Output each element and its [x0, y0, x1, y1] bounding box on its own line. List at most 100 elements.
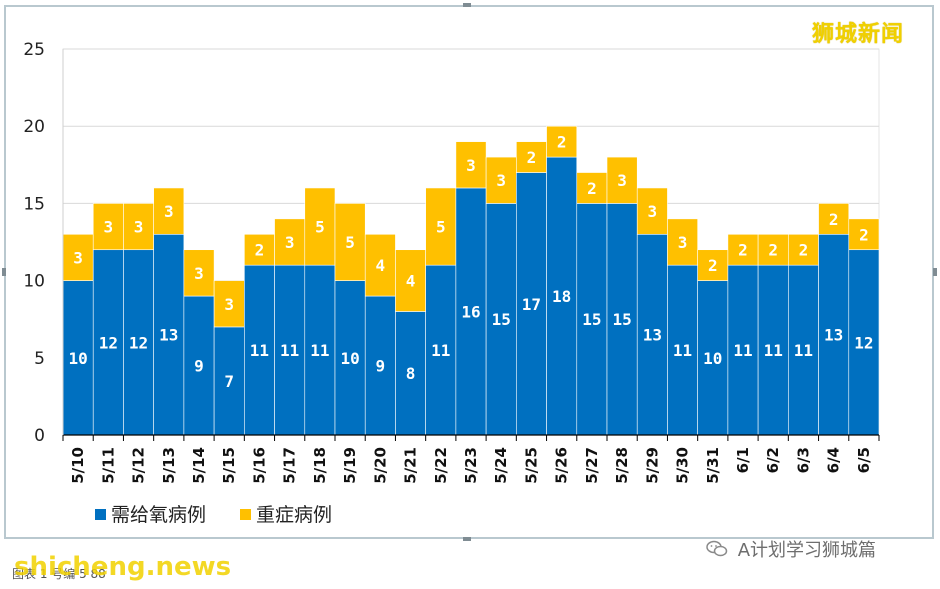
data-label-oxygen: 11 — [310, 341, 329, 360]
data-label-oxygen: 11 — [733, 341, 752, 360]
data-label-severe: 3 — [104, 218, 114, 237]
data-label-oxygen: 16 — [461, 302, 480, 321]
data-label-severe: 2 — [557, 133, 567, 152]
bar-severe — [516, 141, 547, 173]
data-label-oxygen: 11 — [250, 341, 269, 360]
bar-severe — [123, 203, 154, 251]
bar-oxygen — [395, 311, 426, 436]
data-label-oxygen: 12 — [854, 333, 873, 352]
data-label-severe: 5 — [345, 233, 355, 252]
data-label-oxygen: 7 — [224, 372, 234, 391]
data-label-severe: 3 — [164, 202, 174, 221]
legend-label: 需给氧病例 — [111, 504, 206, 526]
data-label-oxygen: 11 — [764, 341, 783, 360]
wechat-icon — [706, 540, 728, 563]
bar-oxygen — [153, 233, 185, 436]
data-label-severe: 2 — [799, 241, 809, 260]
x-tick-label: 5/14 — [190, 447, 208, 484]
resize-handle-right[interactable] — [933, 268, 937, 276]
x-tick-label: 5/31 — [704, 447, 722, 484]
x-tick-label: 5/30 — [674, 447, 692, 484]
resize-handle-bottom[interactable] — [463, 537, 471, 541]
data-label-severe: 3 — [134, 218, 144, 237]
legend-swatch — [95, 509, 106, 520]
x-tick-label: 5/15 — [220, 447, 238, 484]
x-tick-label: 6/3 — [794, 447, 812, 473]
bar-severe — [304, 187, 336, 266]
data-label-oxygen: 10 — [68, 349, 87, 368]
data-label-severe: 3 — [466, 156, 476, 175]
bar-oxygen — [183, 295, 215, 436]
wechat-account-name: A计划学习狮城篇 — [737, 540, 877, 561]
data-label-severe: 3 — [496, 171, 506, 190]
data-label-oxygen: 15 — [582, 310, 601, 329]
bar-severe — [244, 233, 275, 266]
bar-oxygen — [485, 203, 517, 436]
bar-oxygen — [848, 249, 880, 436]
data-label-severe: 3 — [194, 264, 204, 283]
bar-oxygen — [757, 264, 789, 436]
data-label-oxygen: 11 — [280, 341, 299, 360]
bar-oxygen — [274, 264, 306, 436]
x-tick-label: 6/4 — [825, 447, 843, 473]
data-label-oxygen: 9 — [376, 357, 386, 376]
bar-severe — [213, 280, 245, 328]
x-tick-label: 5/11 — [99, 447, 117, 484]
resize-handle-left[interactable] — [2, 268, 6, 276]
data-label-oxygen: 8 — [406, 364, 416, 383]
data-label-oxygen: 10 — [340, 349, 359, 368]
wechat-account: A计划学习狮城篇 — [706, 536, 876, 563]
x-tick-label: 6/1 — [734, 447, 752, 473]
legend-swatch — [240, 509, 251, 520]
bar-oxygen — [334, 280, 366, 436]
x-tick-label: 5/26 — [553, 447, 571, 484]
legend: 需给氧病例 重症病例 — [95, 504, 332, 526]
x-tick-label: 5/18 — [311, 447, 329, 484]
data-label-severe: 3 — [617, 171, 627, 190]
data-label-severe: 2 — [738, 241, 748, 260]
bar-oxygen — [818, 233, 850, 436]
data-label-oxygen: 13 — [643, 326, 662, 345]
bar-severe — [153, 187, 185, 235]
data-label-oxygen: 11 — [794, 341, 813, 360]
bar-severe — [727, 233, 759, 266]
data-label-oxygen: 18 — [552, 287, 571, 306]
bar-severe — [425, 187, 457, 266]
y-tick-label: 10 — [23, 272, 45, 292]
data-label-severe: 2 — [527, 148, 537, 167]
data-label-severe: 3 — [678, 233, 688, 252]
x-tick-label: 6/5 — [855, 447, 873, 473]
data-label-oxygen: 17 — [522, 295, 541, 314]
bar-oxygen — [516, 172, 547, 436]
resize-handle-top[interactable] — [463, 3, 471, 7]
data-label-severe: 4 — [406, 272, 416, 291]
x-tick-label: 5/20 — [371, 447, 389, 484]
x-tick-label: 5/21 — [402, 447, 420, 484]
y-tick-label: 25 — [23, 40, 45, 60]
bar-oxygen — [727, 264, 759, 436]
x-tick-label: 5/22 — [432, 447, 450, 484]
bar-oxygen — [606, 203, 638, 436]
data-label-oxygen: 15 — [492, 310, 511, 329]
bar-severe — [757, 233, 789, 266]
data-label-severe: 4 — [376, 256, 386, 275]
bar-severe — [183, 249, 215, 297]
x-tick-label: 5/28 — [613, 447, 631, 484]
data-label-oxygen: 13 — [824, 326, 843, 345]
bar-severe — [274, 218, 306, 266]
x-tick-label: 5/29 — [643, 447, 661, 484]
x-tick-label: 5/17 — [281, 447, 299, 484]
data-label-severe: 5 — [315, 218, 325, 237]
bar-severe — [334, 203, 366, 281]
bar-oxygen — [364, 295, 396, 436]
data-label-severe: 2 — [768, 241, 778, 260]
bar-oxygen — [425, 264, 457, 436]
x-tick-label: 5/24 — [492, 447, 510, 484]
bar-oxygen — [304, 264, 336, 436]
data-label-severe: 2 — [587, 179, 597, 198]
bar-severe — [848, 218, 880, 251]
status-bar-text: 图表 1 号编 5 88 — [12, 567, 106, 581]
data-label-severe: 3 — [285, 233, 295, 252]
data-label-severe: 2 — [708, 256, 718, 275]
